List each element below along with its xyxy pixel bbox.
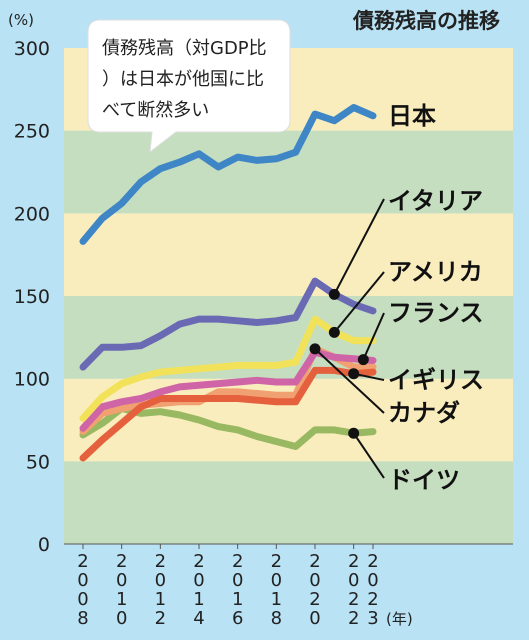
leader-line (352, 432, 385, 479)
callout-dot (348, 368, 360, 380)
x-tick-digit: 0 (77, 570, 88, 591)
series-label: イギリス (388, 366, 484, 394)
x-axis-unit-label: (年) (386, 610, 413, 628)
x-tick-digit: 2 (271, 551, 282, 572)
x-tick-digit: 0 (309, 570, 320, 591)
x-tick-digit: 1 (116, 589, 127, 610)
callout-dot (328, 326, 340, 338)
x-tick-digit: 1 (232, 589, 243, 610)
series-label: カナダ (388, 399, 460, 427)
x-tick-digit: 2 (309, 589, 320, 610)
x-tick-digit: 8 (77, 608, 88, 629)
x-tick-digit: 3 (367, 608, 378, 629)
callout-dot (309, 343, 321, 355)
series-label: ドイツ (388, 466, 460, 494)
x-tick-digit: 2 (367, 589, 378, 610)
y-tick-label: 50 (26, 451, 50, 473)
x-tick-digit: 0 (116, 570, 127, 591)
x-tick-digit: 0 (77, 589, 88, 610)
y-tick-label: 0 (38, 534, 50, 556)
x-tick-digit: 1 (271, 589, 282, 610)
background-band (64, 130, 513, 214)
x-tick-digit: 0 (367, 570, 378, 591)
series-label: フランス (388, 299, 484, 327)
background-band (64, 213, 513, 296)
callout-line: ）は日本が他国に比 (102, 69, 264, 90)
x-tick-digit: 2 (348, 551, 359, 572)
x-tick-digit: 4 (193, 608, 204, 629)
x-tick-digit: 0 (232, 570, 243, 591)
y-tick-label: 150 (14, 286, 50, 308)
callout-dot (328, 288, 340, 300)
x-tick-digit: 0 (348, 570, 359, 591)
background-band (64, 461, 513, 544)
chart-title: 債務残高の推移 (352, 9, 500, 33)
x-tick-digit: 1 (155, 589, 166, 610)
series-line (79, 315, 377, 422)
x-tick-digit: 0 (155, 570, 166, 591)
x-tick-digit: 2 (193, 551, 204, 572)
y-axis-unit-label: (%) (8, 11, 34, 29)
leader-line (362, 312, 385, 361)
series-label: 日本 (388, 102, 436, 130)
x-tick-digit: 8 (271, 608, 282, 629)
x-tick-digit: 0 (309, 608, 320, 629)
series-label: アメリカ (388, 258, 483, 286)
series-line (79, 277, 377, 371)
series-line (79, 104, 377, 245)
y-tick-label: 200 (14, 203, 50, 225)
x-tick-digit: 1 (193, 589, 204, 610)
x-tick-digit: 2 (232, 551, 243, 572)
x-tick-digit: 0 (116, 608, 127, 629)
x-tick-digit: 0 (193, 570, 204, 591)
callout-markers (309, 198, 385, 479)
x-tick-digit: 6 (232, 608, 243, 629)
callout-dot (357, 354, 369, 366)
leader-line (314, 348, 385, 414)
x-tick-digit: 2 (155, 608, 166, 629)
series-line (79, 348, 377, 432)
callout-line: 債務残高（対GDP比 (102, 38, 267, 59)
callout-line: べて断然多い (102, 100, 209, 121)
y-tick-label: 100 (14, 369, 50, 391)
series-label: イタリア (388, 187, 483, 215)
x-tick-digit: 2 (348, 608, 359, 629)
x-tick-digit: 2 (155, 551, 166, 572)
x-tick-digit: 2 (116, 551, 127, 572)
y-tick-label: 300 (14, 38, 50, 60)
callout-text: 債務残高（対GDP比 ）は日本が他国に比べて断然多い (102, 38, 267, 121)
callout-box: 債務残高（対GDP比 ）は日本が他国に比べて断然多い (87, 19, 291, 154)
series-line (79, 366, 377, 462)
x-tick-digit: 2 (77, 551, 88, 572)
leader-line (333, 198, 385, 295)
y-tick-label: 250 (14, 121, 50, 143)
leader-line (333, 271, 385, 334)
x-tick-digit: 0 (271, 570, 282, 591)
callout-dot (348, 427, 360, 439)
x-tick-digit: 2 (348, 589, 359, 610)
y-axis-tick-labels: 0 50 100 150 200 250 300 (14, 38, 50, 556)
x-tick-digit: 2 (309, 551, 320, 572)
x-tick-digit: 2 (367, 551, 378, 572)
